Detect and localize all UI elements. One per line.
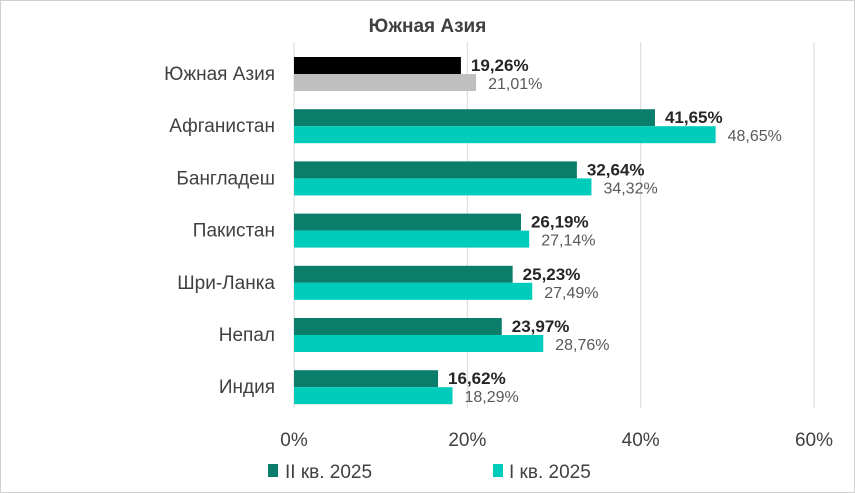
data-label-series-1: 41,65% [665, 108, 723, 127]
bar-series-1 [294, 370, 439, 388]
category-label: Южная Азия [164, 64, 275, 85]
legend: II кв. 2025 I кв. 2025 [268, 462, 591, 483]
category-label: Шри-Ланка [177, 273, 275, 294]
data-label-series-1: 25,23% [523, 265, 581, 284]
data-label-series-2: 27,49% [544, 285, 598, 302]
legend-label-series-2: I кв. 2025 [509, 462, 591, 483]
bar-series-1 [294, 265, 513, 283]
bar-series-1 [294, 161, 577, 179]
data-label-series-2: 28,76% [555, 337, 609, 354]
bar-series-2 [294, 335, 544, 352]
legend-label-series-1: II кв. 2025 [285, 462, 372, 483]
data-label-series-2: 48,65% [728, 128, 782, 145]
category-label: Афганистан [169, 116, 275, 137]
legend-swatch-series-1 [268, 464, 278, 477]
x-tick-label: 20% [448, 430, 486, 451]
data-label-series-2: 18,29% [465, 389, 519, 406]
data-label-series-1: 16,62% [448, 369, 506, 388]
category-label: Бангладеш [176, 168, 275, 189]
category-labels: Южная Азия Афганистан Бангладеш Пакистан Шри… [164, 64, 275, 398]
category-label: Пакистан [193, 221, 275, 242]
category-label: Индия [219, 377, 275, 398]
data-labels: 19,26%21,01% 41,65% 48,65% 32,64%34,32% 26,1… [448, 56, 782, 406]
data-label-series-1: 26,19% [531, 213, 589, 232]
bar-series-2 [294, 282, 533, 300]
category-label: Непал [219, 325, 275, 346]
data-label-series-2: 27,14% [541, 233, 595, 250]
data-label-series-1: 19,26% [471, 56, 529, 75]
bar-series-1 [294, 57, 461, 74]
bars [294, 57, 716, 405]
bar-series-2 [294, 387, 453, 405]
bar-series-1 [294, 318, 502, 335]
bar-series-2 [294, 74, 477, 91]
bar-series-1 [294, 109, 655, 127]
x-axis-ticks: 0% 20% 40% 60% [280, 430, 833, 451]
bar-series-1 [294, 213, 521, 231]
x-tick-label: 60% [795, 430, 833, 451]
bar-series-2 [294, 230, 530, 248]
data-label-series-2: 34,32% [603, 180, 657, 197]
x-tick-label: 0% [280, 430, 308, 451]
legend-swatch-series-2 [493, 464, 503, 477]
bar-series-2 [294, 126, 716, 144]
bar-series-2 [294, 178, 592, 196]
chart-title: Южная Азия [368, 16, 487, 37]
data-label-series-1: 32,64% [587, 160, 645, 179]
data-label-series-2: 21,01% [488, 76, 542, 93]
x-tick-label: 40% [622, 430, 660, 451]
data-label-series-1: 23,97% [512, 317, 570, 336]
